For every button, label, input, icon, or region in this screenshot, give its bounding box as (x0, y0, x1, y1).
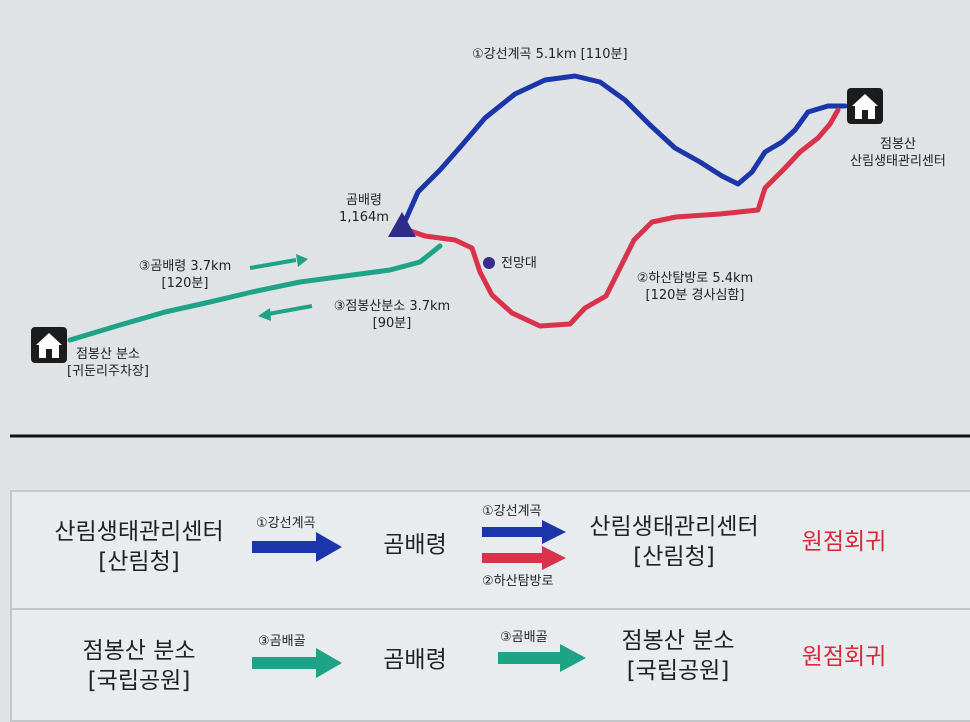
house-icon (847, 88, 883, 124)
row2-start: 점봉산 분소 [국립공원] (82, 638, 196, 694)
arrow-right-icon (252, 532, 342, 562)
row2-arrow1-label: ③곰배골 (258, 634, 306, 649)
trail-3-down-label: ③점봉산분소 3.7km [90분] (333, 299, 451, 331)
arrow-right-icon (482, 520, 566, 544)
row2-arrow2-label: ③곰배골 (500, 630, 548, 645)
trail-1-label: ①강선계곡 5.1km [110분] (472, 47, 628, 62)
row1-result: 원점회귀 (801, 529, 887, 555)
house-icon (31, 327, 67, 363)
summit-label: 곰배령 1,164m (328, 192, 400, 226)
row1-middle: 곰배령 (383, 532, 447, 558)
arrow-right-icon (252, 648, 342, 678)
trail-map (10, 73, 970, 438)
trail-2-red-route (399, 107, 841, 329)
trail-2-label: ②하산탐방로 5.4km [120분 경사심함] (636, 271, 754, 303)
arrow-right-icon (498, 644, 586, 672)
row1-arrow2-bottom-label: ②하산탐방로 (482, 574, 554, 589)
trail-1-blue-route (399, 73, 848, 231)
arrow-right-icon (249, 254, 308, 270)
row2-middle: 곰배령 (383, 647, 447, 673)
legend-row-1 (10, 490, 970, 610)
row1-end: 산림생태관리센터 [산림청] (589, 514, 759, 570)
viewpoint-label: 전망대 (501, 256, 537, 271)
trail-3-up-label: ③곰배령 3.7km [120분] (138, 259, 232, 291)
summit-elevation: 1,164m (339, 210, 389, 225)
trail-3-green-route (67, 243, 443, 343)
summit-name: 곰배령 (346, 193, 382, 208)
row1-arrow2-top-label: ①강선계곡 (482, 504, 542, 519)
arrow-left-icon (258, 304, 313, 321)
arrow-right-icon (482, 546, 566, 570)
row1-start: 산림생태관리센터 [산림청] (54, 519, 224, 575)
triangle-summit-icon (388, 212, 416, 237)
branch-label: 점봉산 분소 [귀둔리주차장] (67, 347, 149, 379)
dot-icon (483, 257, 495, 269)
trail-sign: ①강선계곡 5.1km [110분] 점봉산 산림생태관리센터 곰배령 1,16… (10, 47, 970, 722)
row1-arrow1-label: ①강선계곡 (256, 516, 316, 531)
row2-result: 원점회귀 (801, 644, 887, 670)
center-label: 점봉산 산림생태관리센터 (850, 137, 946, 169)
row2-end: 점봉산 분소 [국립공원] (621, 628, 735, 684)
